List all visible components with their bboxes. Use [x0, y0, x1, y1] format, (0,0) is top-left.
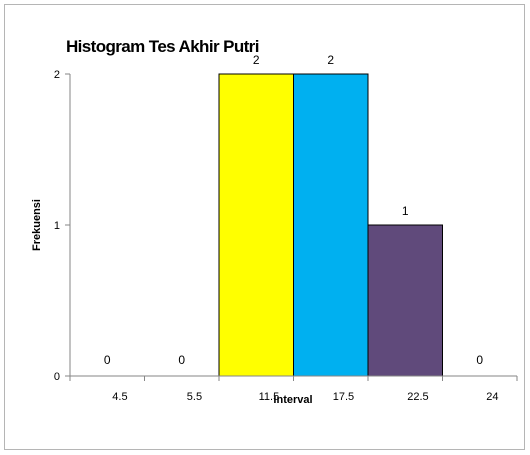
bars — [218, 73, 443, 377]
x-tick-label: 17.5 — [333, 391, 354, 403]
y-tick-label: 2 — [54, 69, 60, 81]
data-label-5.5: 0 — [178, 353, 185, 367]
data-labels: 0 0 2 2 1 0 — [104, 53, 484, 367]
data-label-17.5: 2 — [327, 53, 334, 67]
data-label-4.5: 0 — [104, 353, 111, 367]
y-axis-ticks: 0 1 2 — [54, 69, 70, 383]
y-tick-label: 0 — [54, 371, 60, 383]
x-tick-label: 22.5 — [407, 391, 428, 403]
x-tick-label: 5.5 — [187, 391, 202, 403]
chart-title: Histogram Tes Akhir Putri — [66, 37, 259, 56]
data-label-24: 0 — [476, 353, 483, 367]
x-tick-label: 24 — [486, 391, 498, 403]
x-axis-ticks: 4.5 5.5 11.5 17.5 22.5 24 — [69, 376, 518, 403]
bar-22.5 — [367, 224, 443, 377]
bar-11.5 — [218, 73, 294, 377]
y-axis-label: Frekuensi — [31, 199, 43, 251]
x-tick-label: 11.5 — [259, 391, 280, 403]
bar-17.5 — [293, 73, 369, 377]
data-label-11.5: 2 — [253, 53, 260, 67]
data-label-22.5: 1 — [402, 204, 409, 218]
y-tick-label: 1 — [54, 220, 60, 232]
x-axis-label: Interval — [273, 394, 312, 406]
x-tick-label: 4.5 — [112, 391, 127, 403]
